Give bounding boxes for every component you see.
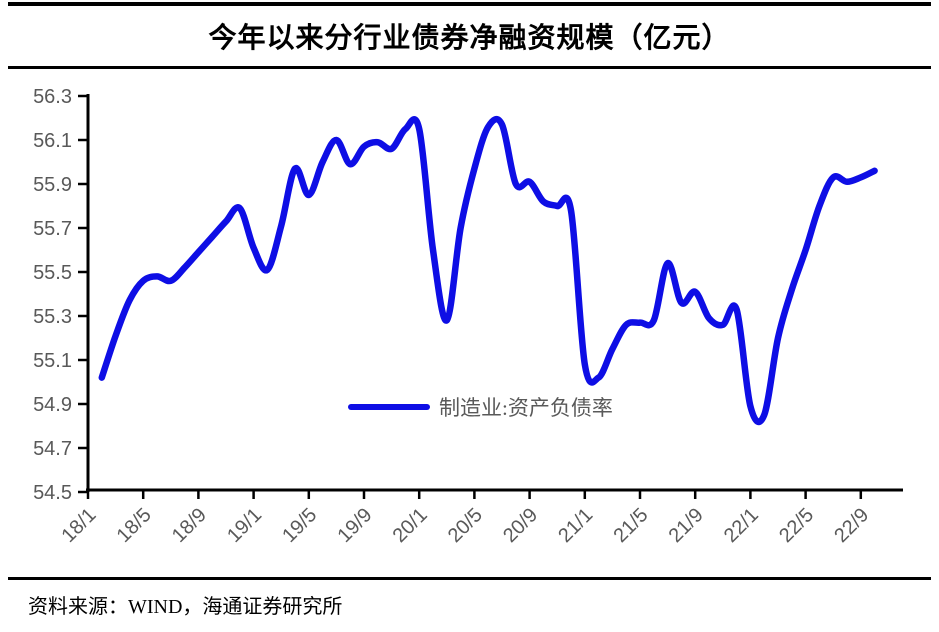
x-axis-label: 20/9 — [499, 504, 542, 547]
y-axis-label: 55.5 — [33, 262, 72, 284]
x-axis-label: 21/1 — [554, 504, 597, 547]
x-axis-label: 20/5 — [444, 504, 487, 547]
x-axis-label: 18/1 — [57, 504, 100, 547]
source-note: 资料来源：WIND，海通证券研究所 — [28, 596, 343, 618]
chart-svg: 54.5 54.7 54.9 55.1 55.3 55.5 55.7 55.9 56.1 56.3… — [33, 86, 903, 547]
legend-line-swatch — [348, 404, 430, 410]
y-axis-label: 54.5 — [33, 482, 72, 504]
footer-divider-rule — [8, 577, 931, 580]
y-axis-label: 55.1 — [33, 350, 72, 372]
x-axis-label: 22/1 — [720, 504, 763, 547]
top-border-rule — [8, 2, 931, 6]
x-axis-label: 21/9 — [665, 504, 708, 547]
chart-title: 今年以来分行业债券净融资规模（亿元） — [208, 23, 731, 54]
x-axis-label: 22/5 — [775, 504, 818, 547]
x-axis-label: 19/1 — [223, 504, 266, 547]
y-axis-label: 55.9 — [33, 174, 72, 196]
y-axis-label: 56.1 — [33, 130, 72, 152]
series-line-manufacturing-debt-ratio — [98, 115, 878, 426]
y-axis-label: 55.7 — [33, 218, 72, 240]
legend-label: 制造业:资产负债率 — [439, 396, 613, 420]
x-axis-label: 20/1 — [389, 504, 432, 547]
y-axis-label: 56.3 — [33, 86, 72, 108]
legend: 制造业:资产负债率 — [348, 392, 613, 422]
x-axis-label: 22/9 — [830, 504, 873, 547]
x-axis-label: 19/5 — [278, 504, 321, 547]
y-axis-label: 54.9 — [33, 394, 72, 416]
x-axis-label: 19/9 — [333, 504, 376, 547]
x-axis-label: 21/5 — [609, 504, 652, 547]
x-axis-label: 18/9 — [168, 504, 211, 547]
title-divider-rule — [8, 66, 931, 69]
y-axis-label: 55.3 — [33, 306, 72, 328]
x-axis-label: 18/5 — [113, 504, 156, 547]
chart-area: 54.5 54.7 54.9 55.1 55.3 55.5 55.7 55.9 56.1 56.3… — [0, 80, 939, 577]
y-axis-label: 54.7 — [33, 438, 72, 460]
